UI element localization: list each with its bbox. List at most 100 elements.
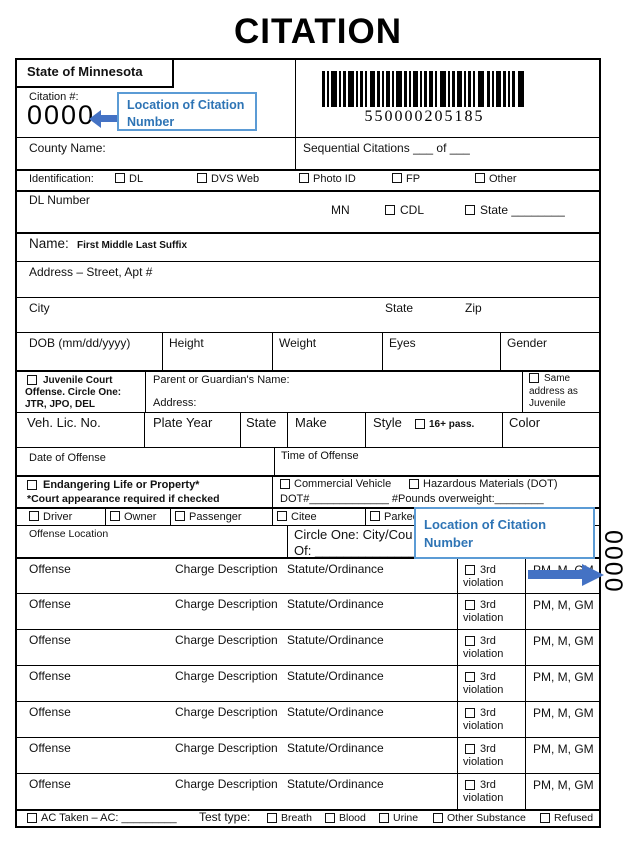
other-substance-label: Other Substance: [447, 812, 526, 824]
address-row: [17, 261, 599, 297]
endangering-checkbox[interactable]: [27, 480, 37, 490]
offense-label: Offense: [29, 669, 71, 683]
city-row: [17, 297, 599, 332]
citation-number-label: Citation #:: [29, 91, 79, 103]
refused-checkbox[interactable]: [540, 813, 550, 823]
third-label: 3rd: [480, 599, 496, 611]
charge-description-label: Charge Description: [175, 777, 278, 791]
hazmat-checkbox[interactable]: [409, 479, 419, 489]
address-label: Address – Street, Apt #: [29, 265, 153, 279]
veh-lic-label: Veh. Lic. No.: [27, 415, 101, 430]
passenger-label: Passenger: [189, 511, 242, 523]
driver-label: Driver: [43, 511, 73, 523]
urine-checkbox[interactable]: [379, 813, 389, 823]
photo-id-option-label: Photo ID: [313, 173, 356, 185]
third-label: 3rd: [480, 707, 496, 719]
dob-divider-4: [500, 332, 501, 370]
role-divider-2: [170, 507, 171, 525]
ac-row: [17, 809, 599, 828]
citee-label: Citee: [291, 511, 317, 523]
dvs-web-checkbox[interactable]: [197, 173, 207, 183]
county-row-divider: [295, 137, 296, 169]
offense-datetime-row: [17, 447, 599, 475]
violation-label: violation: [463, 612, 504, 624]
violation-label: violation: [463, 648, 504, 660]
other-id-option-label: Other: [489, 173, 517, 185]
photo-id-checkbox[interactable]: [299, 173, 309, 183]
fp-checkbox[interactable]: [392, 173, 402, 183]
charge-description-label: Charge Description: [175, 741, 278, 755]
time-of-offense-label: Time of Offense: [281, 450, 359, 462]
eyes-label: Eyes: [389, 336, 416, 350]
pass-16-checkbox[interactable]: [415, 419, 425, 429]
identification-label: Identification:: [29, 173, 94, 185]
offense-table-row: Offense Charge Description Statute/Ordin…: [17, 557, 599, 593]
statute-ordinance-label: Statute/Ordinance: [287, 777, 384, 791]
breath-checkbox[interactable]: [267, 813, 277, 823]
state-checkbox[interactable]: [465, 205, 475, 215]
parked-checkbox[interactable]: [370, 511, 380, 521]
veh-divider-3: [287, 412, 288, 447]
circle-one-label: Circle One: City/Cou: [294, 527, 413, 542]
ac-taken-checkbox[interactable]: [27, 813, 37, 823]
ac-taken-label: AC Taken – AC: _________: [41, 812, 177, 824]
violation-label: violation: [463, 684, 504, 696]
same-line-3: Juvenile: [529, 398, 566, 409]
other-id-checkbox[interactable]: [475, 173, 485, 183]
mn-label: MN: [331, 203, 350, 217]
statute-ordinance-label: Statute/Ordinance: [287, 597, 384, 611]
dob-row: [17, 332, 599, 370]
third-label: 3rd: [480, 635, 496, 647]
third-label: 3rd: [480, 779, 496, 791]
offense-location-label: Offense Location: [29, 528, 109, 540]
cdl-checkbox[interactable]: [385, 205, 395, 215]
juvenile-line-2: Offense. Circle One:: [25, 387, 122, 398]
third-violation-checkbox[interactable]: [465, 565, 475, 575]
juvenile-row: [17, 370, 599, 412]
juvenile-court-checkbox[interactable]: [27, 375, 37, 385]
fp-option-label: FP: [406, 173, 421, 185]
severity-label: PM, M, GM: [533, 634, 594, 648]
other-substance-checkbox[interactable]: [433, 813, 443, 823]
header-divider: [295, 60, 296, 137]
offense-table-row: Offense Charge Description Statute/Ordin…: [17, 665, 599, 701]
third-violation-checkbox[interactable]: [465, 780, 475, 790]
guardian-address-label: Address:: [153, 397, 197, 409]
third-violation-checkbox[interactable]: [465, 636, 475, 646]
citee-checkbox[interactable]: [277, 511, 287, 521]
veh-divider-5: [502, 412, 503, 447]
owner-checkbox[interactable]: [110, 511, 120, 521]
third-violation-checkbox[interactable]: [465, 672, 475, 682]
weight-label: Weight: [279, 336, 317, 350]
violation-label: violation: [463, 756, 504, 768]
violation-label: violation: [463, 720, 504, 732]
blood-label: Blood: [339, 812, 366, 824]
make-label: Make: [295, 415, 327, 430]
passenger-checkbox[interactable]: [175, 511, 185, 521]
commercial-vehicle-checkbox[interactable]: [280, 479, 290, 489]
same-address-checkbox[interactable]: [529, 373, 539, 383]
county-name-label: County Name:: [29, 141, 106, 155]
citation-number-callout-side: Location of Citation Number: [414, 507, 595, 559]
charge-description-label: Charge Description: [175, 562, 278, 576]
citation-number-callout-top: Location of Citation Number: [117, 92, 257, 131]
style-label: Style: [373, 415, 402, 430]
dob-label: DOB (mm/dd/yyyy): [29, 336, 131, 350]
third-violation-checkbox[interactable]: [465, 744, 475, 754]
juvenile-line-3: JTR, JPO, DEL: [25, 399, 96, 410]
driver-checkbox[interactable]: [29, 511, 39, 521]
statute-ordinance-label: Statute/Ordinance: [287, 633, 384, 647]
statute-ordinance-label: Statute/Ordinance: [287, 741, 384, 755]
endangering-divider: [272, 475, 273, 507]
dl-checkbox[interactable]: [115, 173, 125, 183]
severity-label: PM, M, GM: [533, 670, 594, 684]
severity-label: PM, M, GM: [533, 778, 594, 792]
third-violation-checkbox[interactable]: [465, 600, 475, 610]
owner-label: Owner: [124, 511, 157, 523]
statute-ordinance-label: Statute/Ordinance: [287, 669, 384, 683]
blood-checkbox[interactable]: [325, 813, 335, 823]
name-row: [17, 232, 599, 261]
location-divider: [287, 525, 288, 557]
third-violation-checkbox[interactable]: [465, 708, 475, 718]
name-label: Name:: [29, 236, 69, 251]
